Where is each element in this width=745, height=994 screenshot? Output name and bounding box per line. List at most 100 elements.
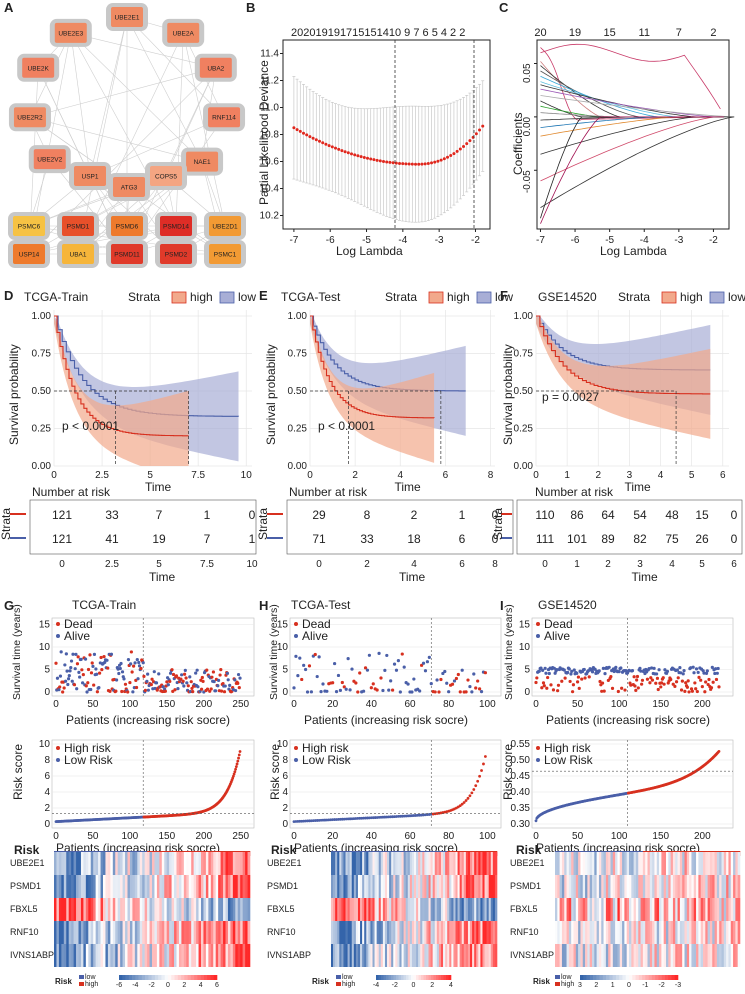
heatmap-cell bbox=[424, 921, 427, 944]
heatmap-cell bbox=[401, 921, 404, 944]
heatmap-cell bbox=[399, 944, 402, 967]
heatmap-cell bbox=[68, 875, 72, 898]
heatmap-cell bbox=[360, 898, 363, 921]
heatmap-cell bbox=[424, 944, 427, 967]
heatmap-cell bbox=[703, 875, 706, 898]
cv-point bbox=[356, 154, 360, 158]
heatmap-cell bbox=[247, 852, 251, 875]
heatmap-cell bbox=[103, 921, 106, 944]
dead-point bbox=[676, 676, 680, 680]
heatmap-cell bbox=[730, 898, 734, 921]
heatmap-cell bbox=[83, 944, 87, 967]
heatmap-cell bbox=[675, 898, 678, 921]
alive-point bbox=[472, 672, 476, 676]
heatmap-gene-label: IVNS1ABP bbox=[267, 950, 311, 960]
heatmap-cell bbox=[418, 921, 421, 944]
heatmap-cell bbox=[455, 852, 458, 875]
heatmap-cell bbox=[494, 898, 498, 921]
heatmap-cell bbox=[723, 898, 727, 921]
legend-high-swatch bbox=[555, 982, 560, 986]
heatmap-cell bbox=[120, 921, 123, 944]
heatmap-cell bbox=[714, 898, 718, 921]
alive-point bbox=[603, 671, 607, 676]
heatmap-cell bbox=[176, 875, 180, 898]
dead-point bbox=[686, 679, 690, 683]
heatmap-cell bbox=[343, 944, 346, 967]
heatmap-cell bbox=[401, 898, 404, 921]
lasso-cv-ytick-label: 10.6 bbox=[260, 157, 280, 168]
heatmap-cell bbox=[414, 898, 417, 921]
heatmap-cell bbox=[397, 898, 400, 921]
colorbar-cell bbox=[138, 975, 143, 980]
heatmap-cell bbox=[416, 921, 419, 944]
km-pvalue: p = 0.0027 bbox=[542, 390, 599, 404]
alive-point bbox=[418, 689, 422, 693]
cv-point bbox=[481, 124, 485, 128]
heatmap-cell bbox=[594, 921, 597, 944]
heatmap-cell bbox=[449, 852, 452, 875]
alive-point bbox=[468, 684, 472, 689]
lasso-cv-plot: 202019191715151410 9 7 6 5 4 2 2 Partial… bbox=[257, 27, 491, 258]
km-pvalue: p < 0.0001 bbox=[62, 419, 119, 433]
lasso-cv-xtick-label: -4 bbox=[398, 235, 407, 246]
heatmap-cell bbox=[205, 852, 209, 875]
heatmap-cell bbox=[656, 944, 660, 967]
heatmap-cell bbox=[247, 898, 251, 921]
heatmap-cell bbox=[693, 898, 697, 921]
dead-point bbox=[476, 679, 480, 683]
heatmap-cell bbox=[411, 944, 415, 967]
km-xtick-label: 2.5 bbox=[95, 470, 109, 481]
heatmap-cell bbox=[737, 898, 741, 921]
heatmap-cell bbox=[159, 898, 163, 921]
lasso-cv-ytick-label: 10.8 bbox=[260, 130, 280, 141]
heatmap-cell bbox=[178, 944, 182, 967]
heatmap-gene-label: PSMD1 bbox=[10, 881, 41, 891]
heatmap-cell bbox=[585, 875, 588, 898]
heatmap-cell bbox=[440, 852, 444, 875]
legend-low-risk-label: Low Risk bbox=[302, 753, 352, 767]
colorbar-cell bbox=[638, 975, 643, 980]
heatmap-cell bbox=[670, 875, 674, 898]
heatmap-cell bbox=[242, 921, 246, 944]
heatmap-cell bbox=[156, 921, 160, 944]
heatmap-cell bbox=[154, 875, 158, 898]
heatmap-cell bbox=[598, 921, 602, 944]
heatmap-cell bbox=[366, 898, 369, 921]
heatmap-cell bbox=[232, 921, 236, 944]
heatmap-cell bbox=[156, 944, 160, 967]
heatmap-cell bbox=[610, 944, 614, 967]
dead-point bbox=[690, 689, 694, 693]
heatmap-cell bbox=[169, 921, 172, 944]
heatmap-cell bbox=[397, 852, 400, 875]
heatmap-cell bbox=[428, 944, 431, 967]
dead-point bbox=[89, 671, 94, 675]
score-point bbox=[482, 762, 485, 766]
dead-point bbox=[650, 678, 655, 682]
heatmap-cell bbox=[362, 875, 365, 898]
heatmap-cell bbox=[110, 898, 114, 921]
dead-point bbox=[86, 681, 90, 685]
legend-high-swatch bbox=[171, 291, 187, 304]
heatmap-cell bbox=[152, 852, 155, 875]
alive-point bbox=[302, 663, 306, 667]
dead-point bbox=[134, 678, 138, 682]
node-box bbox=[62, 244, 94, 264]
heatmap-cell bbox=[615, 921, 618, 944]
alive-point bbox=[710, 665, 714, 669]
colorbar-cell bbox=[642, 975, 646, 980]
alive-point bbox=[714, 667, 718, 671]
cv-point bbox=[458, 147, 462, 151]
dead-point bbox=[659, 681, 664, 685]
heatmap-cell bbox=[201, 898, 204, 921]
colorbar-cell bbox=[426, 975, 429, 980]
heatmap-cell bbox=[707, 944, 711, 967]
alive-point bbox=[196, 685, 200, 689]
heatmap-cell bbox=[445, 898, 448, 921]
legend-low-swatch bbox=[476, 291, 492, 304]
heatmap-cell bbox=[105, 898, 109, 921]
alive-point bbox=[129, 662, 133, 666]
heatmap-cell bbox=[103, 852, 106, 875]
heatmap-cell bbox=[132, 944, 136, 967]
heatmap-cell bbox=[98, 875, 101, 898]
coef-path bbox=[540, 81, 724, 118]
